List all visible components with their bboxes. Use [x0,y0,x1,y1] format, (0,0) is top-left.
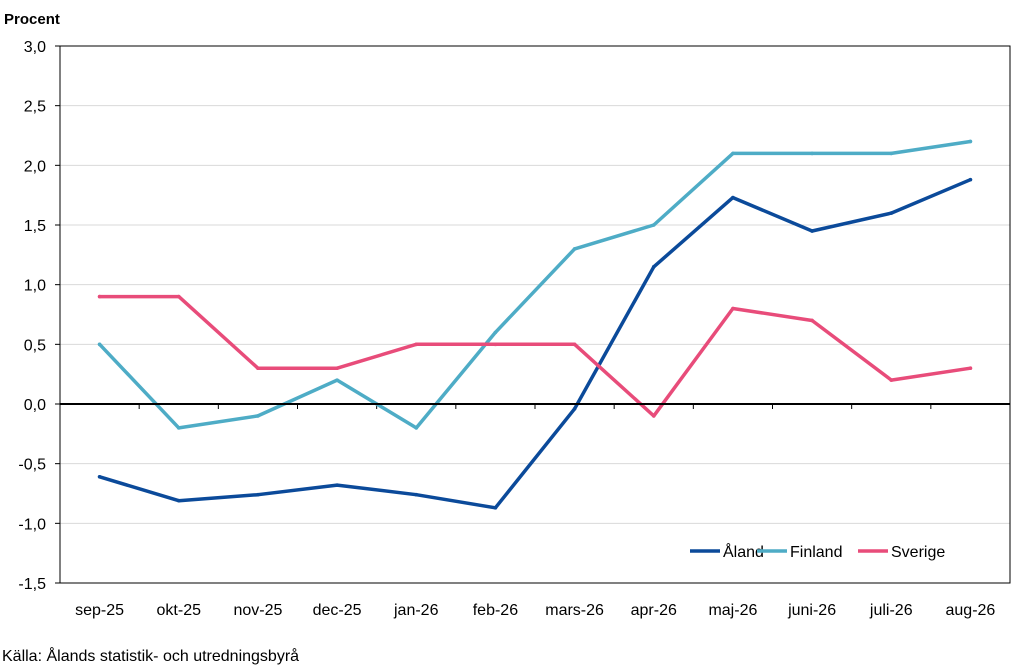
data-point-finland [810,151,814,156]
data-point-sverige [889,378,894,382]
data-point-land [651,264,656,269]
data-point-sverige [572,342,577,347]
x-tick-label: dec-25 [313,602,362,619]
data-point-finland [414,426,419,430]
y-axis-title: Procent [4,11,60,28]
y-tick-label: 0,0 [24,397,46,414]
legend: Åland Finland Sverige [690,542,945,561]
data-point-land [414,492,419,497]
data-point-land [731,195,735,200]
y-tick-label: 0,5 [24,337,46,354]
data-point-finland [572,247,577,251]
data-point-sverige [651,414,656,418]
source-note: Källa: Ålands statistik- och utredningsb… [2,648,300,665]
data-point-land [97,474,102,479]
data-point-land [810,229,814,233]
series-line-land [97,177,973,510]
data-point-land [335,483,339,487]
x-tick-label: nov-25 [233,602,282,619]
data-point-sverige [493,342,498,347]
legend-label-land: Åland [723,542,764,561]
x-tick-label: mars-26 [545,602,604,619]
data-point-land [889,211,894,215]
legend-label-sverige: Sverige [891,544,945,561]
data-point-finland [968,139,973,144]
y-tick-label: 3,0 [24,39,46,56]
data-point-land [256,492,260,497]
y-tick-label: 1,0 [24,278,46,295]
x-tick-label: juni-26 [787,602,836,619]
data-point-finland [97,342,102,347]
data-point-sverige [97,294,102,299]
data-point-finland [335,378,339,382]
x-axis-ticks: sep-25 okt-25 nov-25 dec-25 jan-26 feb-26 mars… [59,404,1011,619]
data-point-sverige [256,366,260,371]
x-tick-label: apr-26 [631,602,677,619]
data-point-finland [256,414,260,418]
data-point-land [572,406,577,411]
series-line-finland [97,139,973,430]
x-tick-label: feb-26 [473,602,518,619]
data-point-sverige [731,306,735,311]
data-point-finland [651,223,656,227]
plot-area-border [59,45,1011,584]
data-point-sverige [176,294,181,299]
data-point-finland [889,151,894,156]
data-point-finland [731,151,735,156]
x-tick-label: maj-26 [708,602,757,619]
data-point-finland [493,330,498,335]
y-axis-ticks: 3,0 2,5 2,0 1,5 1,0 0,5 0,0 -0,5 -1,0 -1,5 [18,39,60,593]
x-tick-label: jan-26 [393,602,439,619]
x-tick-label: juli-26 [869,602,913,619]
data-point-sverige [968,366,973,371]
y-tick-label: 1,5 [24,218,46,235]
y-tick-label: -1,0 [18,516,46,533]
data-point-land [176,498,181,503]
x-tick-label: okt-25 [157,602,202,619]
data-point-sverige [810,318,814,323]
x-tick-label: aug-26 [946,602,996,619]
y-tick-label: 2,0 [24,158,46,175]
y-tick-label: -1,5 [18,576,46,593]
x-tick-label: sep-25 [75,602,124,619]
line-chart: Procent 3,0 2,5 2,0 1,5 1,0 0,5 0,0 -0,5 -1,0 -1,… [4,11,1011,619]
data-point-finland [176,426,181,430]
y-tick-label: -0,5 [18,457,46,474]
series-line-sverige [97,294,973,418]
y-tick-label: 2,5 [24,99,46,116]
data-point-sverige [335,366,339,371]
data-point-sverige [414,342,419,347]
legend-label-finland: Finland [790,544,842,561]
series-lines [97,139,973,510]
data-point-land [968,177,973,182]
data-point-land [493,506,498,510]
